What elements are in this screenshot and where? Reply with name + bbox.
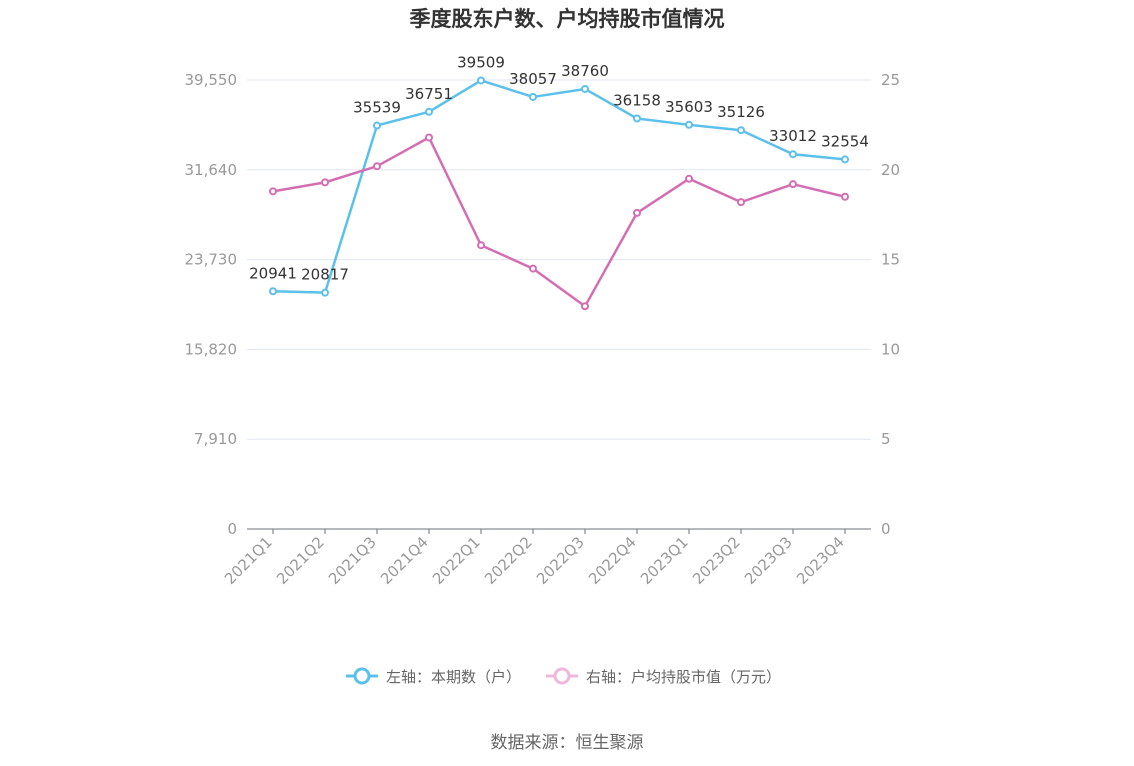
x-axis-tick-label: 2021Q2 <box>273 533 328 588</box>
left-axis-tick-label: 31,640 <box>185 161 238 179</box>
data-point[interactable] <box>685 174 693 183</box>
right-axis-tick-label: 5 <box>881 430 891 448</box>
data-point[interactable] <box>737 198 745 207</box>
data-point[interactable] <box>529 92 537 101</box>
data-point[interactable] <box>269 287 277 296</box>
data-point[interactable] <box>425 133 433 142</box>
left-axis-tick-label: 23,730 <box>185 251 238 269</box>
data-label: 20817 <box>301 266 349 284</box>
data-point[interactable] <box>633 114 641 123</box>
axes: 0 7,910 15,820 23,730 31,640 39,550 0 5 10 15 20 25… <box>185 71 901 588</box>
legend-marker <box>353 667 371 685</box>
x-axis-tick-label: 2023Q1 <box>637 533 692 588</box>
left-axis-tick-label: 39,550 <box>185 71 238 89</box>
legend-label: 右轴：户均持股市值（万元） <box>586 668 781 686</box>
data-point[interactable] <box>841 155 849 164</box>
data-point[interactable] <box>841 192 849 201</box>
legend-item-left[interactable]: 左轴：本期数（户） <box>346 667 521 686</box>
legend-item-right[interactable]: 右轴：户均持股市值（万元） <box>546 667 781 686</box>
data-point[interactable] <box>321 288 329 297</box>
chart-title: 季度股东户数、户均持股市值情况 <box>410 7 725 31</box>
data-point[interactable] <box>737 126 745 135</box>
data-point[interactable] <box>477 241 485 250</box>
left-axis-tick-label: 7,910 <box>194 430 237 448</box>
data-label: 39509 <box>457 53 505 71</box>
x-axis-tick-label: 2022Q1 <box>429 533 484 588</box>
right-axis-tick-label: 20 <box>881 161 900 179</box>
x-axis-tick-label: 2022Q3 <box>533 533 588 588</box>
data-point[interactable] <box>269 187 277 196</box>
series-line-right <box>272 136 846 308</box>
data-point[interactable] <box>581 84 589 93</box>
data-point[interactable] <box>581 302 589 311</box>
right-axis-tick-label: 10 <box>881 340 900 358</box>
left-axis-tick-label: 0 <box>227 520 237 538</box>
x-axis-tick-label: 2023Q2 <box>689 533 744 588</box>
x-axis-tick-label: 2023Q4 <box>793 533 848 588</box>
data-label: 35126 <box>717 103 765 121</box>
data-point[interactable] <box>373 121 381 130</box>
data-point[interactable] <box>321 178 329 187</box>
right-axis-tick-label: 25 <box>881 71 900 89</box>
x-axis-tick-label: 2021Q3 <box>325 533 380 588</box>
data-label: 35539 <box>353 99 401 117</box>
left-axis-tick-label: 15,820 <box>185 340 238 358</box>
legend-marker <box>553 667 571 685</box>
legend[interactable]: 左轴：本期数（户） 右轴：户均持股市值（万元） <box>346 667 781 686</box>
series-line-left <box>272 79 846 294</box>
data-point[interactable] <box>789 150 797 159</box>
data-point[interactable] <box>425 107 433 116</box>
x-axis-tick-label: 2023Q3 <box>741 533 796 588</box>
data-point[interactable] <box>633 208 641 217</box>
data-point[interactable] <box>477 76 485 85</box>
data-label: 32554 <box>821 132 869 150</box>
x-axis-tick-label: 2022Q2 <box>481 533 536 588</box>
data-label: 38057 <box>509 70 557 88</box>
data-point[interactable] <box>685 120 693 129</box>
grid-lines <box>247 79 871 440</box>
x-axis-tick-label: 2021Q4 <box>377 533 432 588</box>
data-label: 33012 <box>769 127 817 145</box>
legend-label: 左轴：本期数（户） <box>386 668 521 686</box>
data-label: 36158 <box>613 92 661 110</box>
right-axis-tick-label: 15 <box>881 251 900 269</box>
series-lines <box>269 76 849 311</box>
data-source: 数据来源：恒生聚源 <box>491 733 644 753</box>
x-axis-tick-label: 2022Q4 <box>585 533 640 588</box>
data-point[interactable] <box>789 180 797 189</box>
x-axis-tick-label: 2021Q1 <box>221 533 276 588</box>
data-label: 36751 <box>405 85 453 103</box>
data-point[interactable] <box>373 162 381 171</box>
data-label: 35603 <box>665 98 713 116</box>
data-label: 20941 <box>249 264 297 282</box>
data-point[interactable] <box>529 264 537 273</box>
right-axis-tick-label: 0 <box>881 520 891 538</box>
data-label: 38760 <box>561 62 609 80</box>
